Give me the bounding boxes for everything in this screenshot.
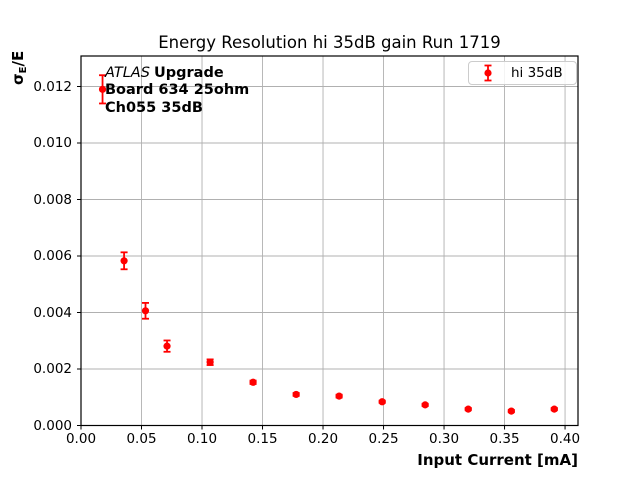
legend-errorbar-icon <box>484 64 492 82</box>
legend-label: hi 35dB <box>511 65 563 81</box>
legend-box: hi 35dB <box>468 61 577 85</box>
data-point <box>98 85 107 93</box>
y-tick-label: 0.004 <box>33 304 72 321</box>
chart-title: Energy Resolution hi 35dB gain Run 1719 <box>158 33 501 52</box>
annotation-line-2: Board 634 25ohm <box>105 82 250 99</box>
x-tick-label: 0.40 <box>550 431 581 447</box>
x-tick-label: 0.20 <box>307 431 339 447</box>
annotation-line-3: Ch055 35dB <box>105 99 203 116</box>
data-point <box>464 405 472 413</box>
plot-annotation: ATLAS Upgrade Board 634 25ohm Ch055 35dB <box>105 65 249 117</box>
y-tick-label: 0.008 <box>33 191 72 208</box>
plot-frame <box>80 55 579 427</box>
data-point <box>163 342 171 350</box>
y-tick-label: 0.006 <box>33 248 72 264</box>
y-tick-label: 0.002 <box>33 361 72 377</box>
sigma-subscript: E <box>18 66 29 74</box>
x-tick-label: 0.05 <box>126 431 157 447</box>
annotation-upgrade: Upgrade <box>153 65 224 81</box>
legend-data-point <box>484 69 492 77</box>
data-point <box>550 405 558 413</box>
annotation-line-1: ATLAS Upgrade <box>105 65 249 82</box>
data-point <box>378 398 386 406</box>
x-tick-label: 0.15 <box>247 431 278 447</box>
annotation-atlas: ATLAS <box>105 65 150 81</box>
data-point <box>206 358 214 366</box>
data-point <box>120 257 128 265</box>
data-point <box>335 392 343 400</box>
y-axis-label-rest: /E <box>9 50 27 67</box>
y-tick-label: 0.010 <box>33 135 72 151</box>
data-point <box>507 407 515 415</box>
data-point <box>292 390 300 399</box>
x-tick-label: 0.00 <box>65 431 97 447</box>
data-point <box>421 401 429 409</box>
y-tick-label: 0.000 <box>33 417 72 434</box>
x-tick-label: 0.10 <box>186 431 218 447</box>
x-axis-label: Input Current [mA] <box>417 451 578 469</box>
x-tick-label: 0.25 <box>368 431 399 447</box>
x-tick-label: 0.35 <box>489 431 520 447</box>
y-tick-label: 0.012 <box>33 78 72 95</box>
data-point <box>141 307 150 315</box>
data-point <box>249 378 257 386</box>
x-tick-label: 0.30 <box>429 431 460 447</box>
